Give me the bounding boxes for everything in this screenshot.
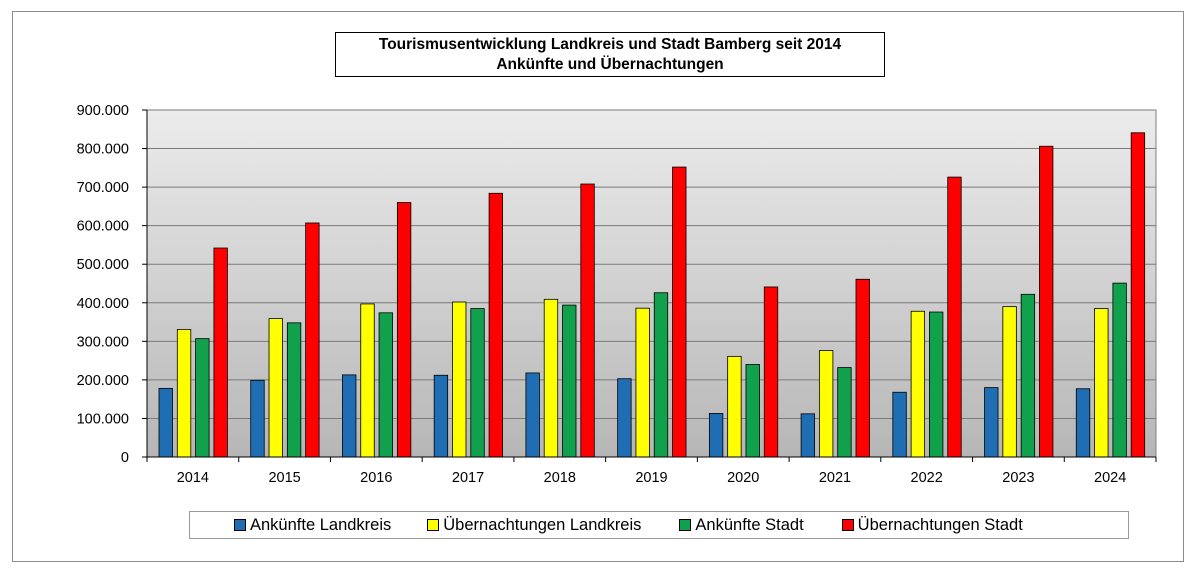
legend-label: Übernachtungen Stadt [857, 515, 1023, 534]
bar [1039, 145, 1054, 458]
x-tick-label: 2017 [452, 470, 484, 486]
bar [195, 338, 210, 458]
bar [176, 328, 192, 458]
bar [635, 307, 650, 458]
x-tick-label: 2019 [635, 470, 667, 486]
y-tick-label: 100.000 [77, 411, 129, 427]
legend-label: Ankünfte Stadt [695, 515, 804, 534]
bar [562, 304, 577, 458]
y-tick-label: 0 [121, 450, 129, 466]
bar [525, 372, 540, 458]
bar [855, 278, 870, 458]
bar [984, 387, 999, 458]
x-tick-label: 2024 [1094, 470, 1126, 486]
bar [929, 311, 944, 458]
x-tick-label: 2016 [360, 470, 392, 486]
bar [800, 413, 815, 458]
bar [672, 166, 687, 458]
y-tick-label: 900.000 [77, 103, 129, 119]
bar [1020, 293, 1036, 458]
chart-title: Tourismusentwicklung Landkreis und Stadt… [378, 36, 842, 53]
bar [360, 303, 375, 458]
bar [305, 222, 320, 458]
bar [342, 374, 357, 458]
bar [837, 367, 852, 458]
bar [470, 308, 485, 458]
legend-label: Ankünfte Landkreis [250, 515, 392, 534]
bar [286, 322, 302, 458]
bar [727, 355, 742, 458]
legend-item-uebernachtungen-stadt: Übernachtungen Stadt [841, 515, 1023, 535]
y-tick-label: 400.000 [77, 296, 129, 312]
x-tick-label: 2022 [911, 470, 943, 486]
bar [488, 192, 503, 458]
legend-label: Übernachtungen Landkreis [443, 515, 642, 534]
bar [396, 202, 412, 458]
x-tick-label: 2021 [819, 470, 851, 486]
bar [158, 387, 173, 458]
bar [250, 379, 265, 458]
bar [947, 176, 962, 458]
legend-swatch [841, 519, 854, 531]
bar [1075, 388, 1091, 458]
bar [745, 364, 760, 458]
y-tick-label: 700.000 [77, 180, 129, 196]
bar [1002, 306, 1017, 458]
bar [763, 286, 779, 458]
bar [617, 378, 632, 458]
y-tick-label: 600.000 [77, 219, 129, 235]
legend: Ankünfte Landkreis Übernachtungen Landkr… [189, 511, 1129, 539]
bar [268, 318, 283, 458]
legend-swatch [427, 519, 440, 531]
bar [452, 301, 467, 458]
x-tick-label: 2014 [177, 470, 209, 486]
bar [708, 413, 724, 458]
bar [378, 312, 393, 458]
bar [580, 183, 595, 458]
bar [1094, 308, 1109, 458]
bar [213, 247, 228, 458]
bar [653, 292, 669, 458]
legend-item-ankuenfte-landkreis: Ankünfte Landkreis [234, 516, 391, 535]
bar [1112, 282, 1127, 458]
y-tick-label: 300.000 [77, 334, 129, 350]
x-tick-label: 2023 [1002, 470, 1034, 486]
bar [910, 310, 926, 458]
chart-title-box: Tourismusentwicklung Landkreis und Stadt… [335, 32, 885, 77]
x-tick-label: 2018 [544, 470, 576, 486]
legend-item-uebernachtungen-landkreis: Übernachtungen Landkreis [427, 516, 641, 535]
legend-swatch [234, 519, 246, 531]
x-tick-label: 2020 [727, 470, 759, 486]
bar [433, 374, 449, 458]
legend-item-ankuenfte-stadt: Ankünfte Stadt [679, 515, 804, 535]
y-tick-label: 800.000 [77, 142, 129, 158]
x-tick-label: 2015 [268, 470, 300, 486]
bar [892, 391, 907, 458]
bar [1130, 132, 1146, 458]
legend-swatch [679, 519, 692, 531]
bar [818, 350, 834, 458]
chart-subtitle: Ankünfte und Übernachtungen [496, 56, 724, 73]
y-tick-label: 500.000 [77, 257, 129, 273]
y-tick-label: 200.000 [77, 373, 129, 389]
bar [543, 298, 559, 458]
